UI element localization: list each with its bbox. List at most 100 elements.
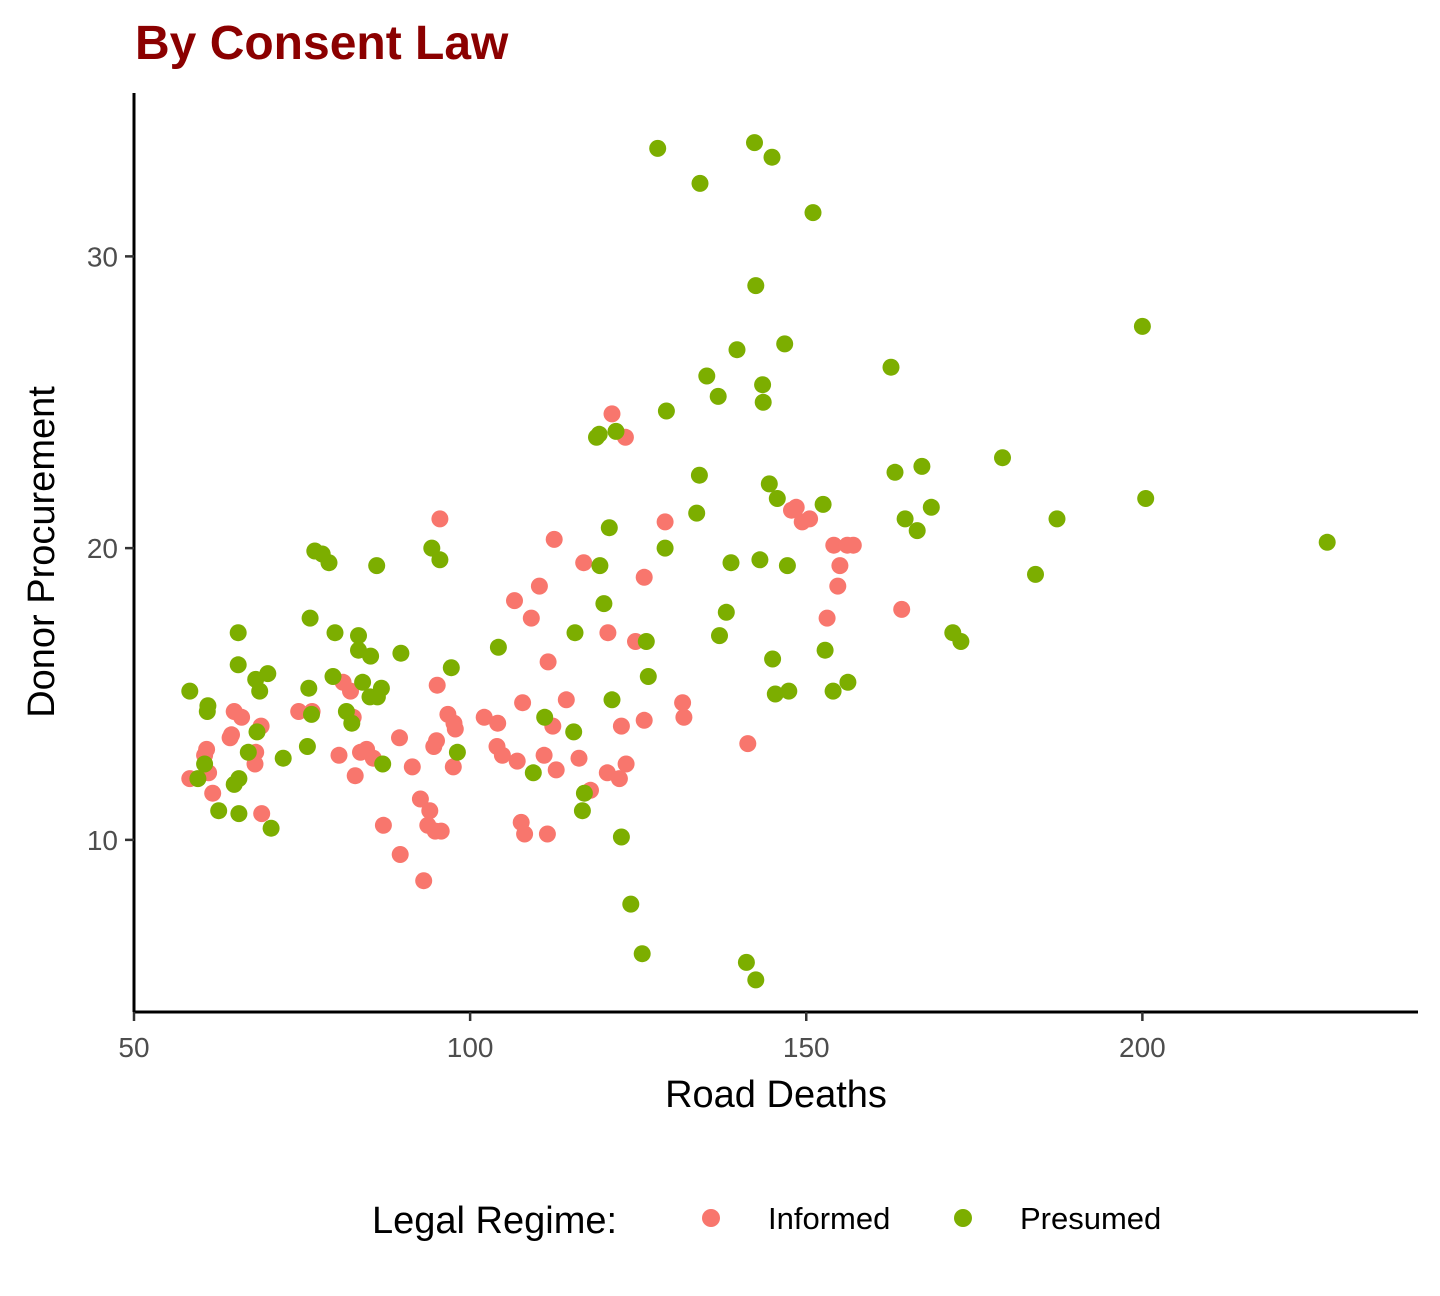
point-presumed-24: [320, 554, 338, 572]
y-axis-title: Donor Procurement: [21, 386, 63, 718]
point-presumed-86: [776, 335, 794, 353]
point-informed-70: [635, 711, 653, 729]
y-ticks: 10 20 30: [87, 241, 134, 856]
point-presumed-18: [298, 738, 316, 755]
point-informed-34: [428, 676, 446, 694]
point-presumed-48: [573, 802, 591, 820]
point-presumed-71: [717, 603, 735, 621]
point-informed-24: [391, 729, 408, 747]
point-presumed-67: [691, 174, 709, 192]
point-presumed-54: [600, 519, 618, 537]
point-presumed-72: [722, 554, 740, 572]
point-presumed-65: [688, 504, 706, 522]
point-presumed-2: [196, 755, 214, 773]
point-presumed-56: [607, 422, 625, 440]
point-informed-75: [739, 735, 757, 753]
point-presumed-92: [824, 682, 842, 700]
point-informed-26: [403, 758, 421, 776]
point-presumed-49: [575, 784, 593, 802]
point-presumed-60: [637, 633, 655, 650]
point-informed-30: [421, 802, 439, 820]
point-presumed-29: [350, 627, 367, 645]
point-informed-57: [547, 761, 565, 779]
point-informed-71: [635, 568, 653, 586]
point-presumed-83: [764, 650, 782, 668]
point-informed-42: [489, 714, 507, 732]
point-informed-65: [610, 770, 628, 788]
point-informed-49: [516, 825, 534, 843]
point-presumed-73: [728, 341, 746, 359]
point-informed-6: [223, 726, 240, 744]
point-informed-64: [603, 405, 621, 423]
point-presumed-93: [839, 673, 857, 691]
legend: Legal Regime: Informed Presumed: [372, 1200, 1161, 1242]
point-informed-28: [415, 872, 433, 890]
point-presumed-52: [591, 557, 609, 575]
point-informed-83: [831, 557, 849, 575]
point-informed-63: [599, 624, 617, 642]
point-presumed-88: [780, 682, 798, 700]
x-tick-label-0: 50: [118, 1032, 149, 1063]
x-tick-label-3: 200: [1119, 1032, 1166, 1063]
point-presumed-102: [994, 449, 1011, 467]
points-layer: [181, 134, 1336, 989]
point-informed-53: [539, 653, 557, 671]
y-tick-label-2: 30: [87, 241, 118, 272]
point-presumed-17: [274, 749, 292, 767]
point-presumed-75: [746, 134, 763, 152]
point-presumed-47: [565, 723, 583, 741]
x-tick-label-1: 100: [447, 1032, 494, 1063]
y-tick-label-0: 10: [87, 825, 118, 856]
point-informed-23: [374, 816, 392, 834]
point-presumed-96: [896, 510, 914, 528]
point-presumed-82: [763, 148, 781, 166]
point-informed-77: [787, 498, 805, 516]
legend-key-presumed: [954, 1209, 972, 1227]
point-presumed-98: [913, 457, 931, 475]
point-presumed-40: [431, 551, 449, 569]
point-informed-59: [570, 749, 588, 767]
point-informed-12: [253, 805, 271, 823]
point-presumed-4: [199, 697, 217, 715]
point-presumed-91: [816, 641, 834, 659]
point-presumed-26: [326, 624, 344, 642]
point-informed-58: [557, 691, 575, 709]
chart-title: By Consent Law: [135, 17, 509, 70]
point-presumed-104: [1048, 510, 1066, 528]
y-tick-label-1: 20: [87, 533, 118, 564]
point-presumed-15: [259, 665, 277, 683]
point-presumed-46: [566, 624, 584, 642]
legend-title: Legal Regime:: [372, 1200, 617, 1242]
point-presumed-25: [324, 668, 342, 685]
point-informed-36: [432, 822, 450, 840]
point-informed-68: [617, 755, 635, 773]
point-presumed-31: [354, 673, 372, 691]
point-informed-40: [445, 714, 463, 732]
point-informed-17: [342, 682, 359, 700]
point-presumed-61: [639, 668, 657, 685]
point-informed-33: [428, 732, 445, 750]
point-presumed-42: [448, 743, 466, 761]
point-informed-19: [346, 767, 364, 785]
point-presumed-11: [239, 743, 257, 761]
point-presumed-20: [301, 609, 319, 627]
point-presumed-55: [603, 691, 621, 709]
point-presumed-58: [622, 895, 640, 913]
point-presumed-5: [210, 802, 228, 820]
point-presumed-7: [229, 624, 247, 642]
point-presumed-57: [612, 828, 630, 846]
point-presumed-106: [1137, 490, 1155, 507]
point-informed-38: [444, 758, 462, 776]
point-informed-52: [535, 746, 553, 764]
point-informed-50: [522, 609, 540, 627]
point-presumed-78: [751, 551, 769, 569]
x-ticks: 50 100 150 200: [118, 1012, 1166, 1063]
point-informed-81: [825, 536, 843, 554]
point-informed-35: [431, 510, 449, 528]
point-informed-51: [530, 577, 548, 595]
point-presumed-94: [882, 358, 900, 376]
point-informed-25: [391, 846, 409, 863]
point-presumed-87: [778, 557, 796, 575]
point-informed-4: [204, 784, 222, 802]
point-presumed-51: [590, 425, 608, 443]
